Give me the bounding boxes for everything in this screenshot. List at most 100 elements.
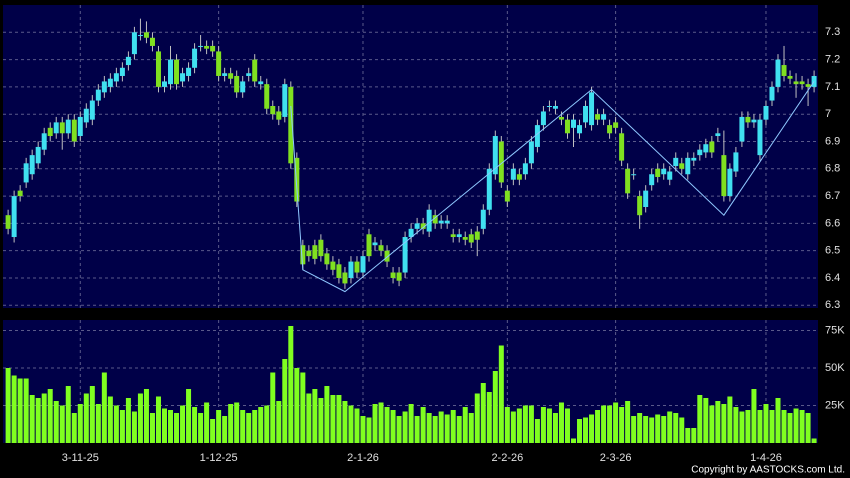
y-tick-label: 75K: [825, 324, 845, 336]
candle-body: [378, 245, 384, 251]
volume-bar: [354, 408, 360, 443]
candle-body: [757, 119, 763, 156]
candle-body: [510, 168, 516, 180]
candle-body: [426, 209, 432, 232]
y-tick-label: 50K: [825, 362, 845, 374]
volume-bar: [667, 411, 673, 443]
volume-bar: [643, 416, 649, 443]
volume-bar: [703, 398, 709, 443]
volume-bar: [480, 383, 486, 443]
candle-body: [11, 196, 17, 238]
volume-bar: [414, 416, 420, 443]
volume-bar: [372, 404, 378, 443]
volume-bar: [186, 389, 192, 443]
candle-body: [540, 111, 546, 126]
volume-bar: [595, 410, 601, 443]
candle-body: [240, 81, 246, 93]
volume-bar: [83, 393, 89, 443]
volume-bar: [607, 405, 613, 443]
volume-bar: [769, 410, 775, 443]
volume-bar: [59, 405, 65, 443]
volume-bar: [625, 401, 631, 443]
volume-bar: [697, 395, 703, 443]
candle-body: [805, 84, 811, 87]
volume-bar: [540, 407, 546, 443]
y-tick-label: 7.2: [825, 54, 840, 66]
volume-bar: [288, 326, 294, 443]
candle-body: [516, 174, 522, 180]
candle-body: [390, 272, 396, 278]
volume-bar: [143, 389, 149, 443]
volume-bar: [534, 419, 540, 443]
candle-body: [174, 59, 180, 85]
candle-body: [667, 171, 673, 180]
y-tick-label: 6.9: [825, 135, 840, 147]
candle-body: [673, 157, 679, 167]
candle-body: [486, 168, 492, 210]
volume-bar: [41, 393, 47, 443]
candle-body: [155, 51, 161, 87]
volume-bar: [216, 410, 222, 443]
candle-body: [83, 108, 89, 123]
candle-body: [149, 37, 155, 46]
candle-body: [432, 215, 438, 224]
candle-body: [282, 84, 288, 117]
volume-bar: [155, 396, 161, 443]
volume-bar: [498, 345, 504, 443]
volume-bar: [107, 396, 113, 443]
x-tick-label: 2-1-26: [347, 452, 379, 464]
volume-bar: [384, 407, 390, 443]
volume-bar: [101, 372, 107, 443]
candle-body: [246, 73, 252, 76]
candle-body: [137, 35, 143, 37]
volume-bar: [811, 438, 817, 443]
candle-body: [637, 196, 643, 216]
candle-body: [468, 234, 474, 243]
volume-bar: [131, 411, 137, 443]
y-tick-label: 7.1: [825, 81, 840, 93]
volume-bar: [486, 392, 492, 443]
candle-body: [101, 81, 107, 93]
volume-bar: [781, 410, 787, 443]
candle-body: [95, 89, 101, 101]
candle-body: [408, 228, 414, 238]
candle-body: [258, 81, 264, 85]
volume-bar: [552, 413, 558, 443]
candle-body: [366, 234, 372, 257]
x-tick-label: 2-2-26: [491, 452, 523, 464]
candle-body: [498, 141, 504, 183]
volume-bar: [474, 393, 480, 443]
zigzag-line: [290, 81, 815, 293]
volume-bar: [119, 410, 125, 443]
volume-bar: [673, 413, 679, 443]
candle-body: [89, 100, 95, 120]
candle-body: [47, 127, 53, 137]
candle-body: [697, 149, 703, 156]
candle-body: [161, 81, 167, 87]
volume-bar: [300, 372, 306, 443]
volume-bar: [516, 408, 522, 443]
volume-bar: [246, 413, 252, 443]
volume-bar: [65, 386, 71, 443]
volume-bar: [679, 417, 685, 443]
volume-bar: [210, 419, 216, 443]
volume-bar: [492, 371, 498, 443]
candle-body: [595, 114, 601, 120]
candle-body: [330, 261, 336, 270]
candle-body: [661, 168, 667, 175]
y-tick-label: 6.3: [825, 299, 840, 311]
candle-body: [264, 84, 270, 109]
candle-body: [787, 75, 793, 79]
volume-bar: [583, 417, 589, 443]
volume-bar: [29, 395, 35, 443]
volume-bar: [348, 405, 354, 443]
candle-body: [613, 122, 619, 128]
candle-body: [685, 157, 691, 175]
volume-bar: [125, 398, 131, 443]
volume-bar: [258, 407, 264, 443]
candle-body: [577, 125, 583, 134]
volume-bar: [438, 411, 444, 443]
candle-body: [601, 114, 607, 120]
candle-body: [107, 78, 113, 87]
